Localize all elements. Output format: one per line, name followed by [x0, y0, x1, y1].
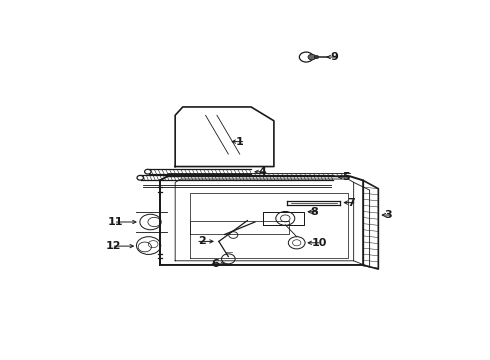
Circle shape	[314, 55, 319, 59]
Text: 3: 3	[384, 210, 392, 220]
Text: 6: 6	[211, 259, 219, 269]
Text: 12: 12	[105, 241, 121, 251]
Text: 9: 9	[331, 52, 339, 62]
Text: 10: 10	[312, 238, 327, 248]
Text: 5: 5	[342, 172, 350, 182]
Text: 2: 2	[198, 237, 206, 246]
Circle shape	[308, 54, 316, 60]
Text: 8: 8	[311, 207, 319, 217]
Text: 1: 1	[236, 136, 244, 147]
Text: 7: 7	[347, 198, 355, 208]
Text: 11: 11	[108, 217, 123, 227]
Text: 4: 4	[259, 167, 267, 177]
